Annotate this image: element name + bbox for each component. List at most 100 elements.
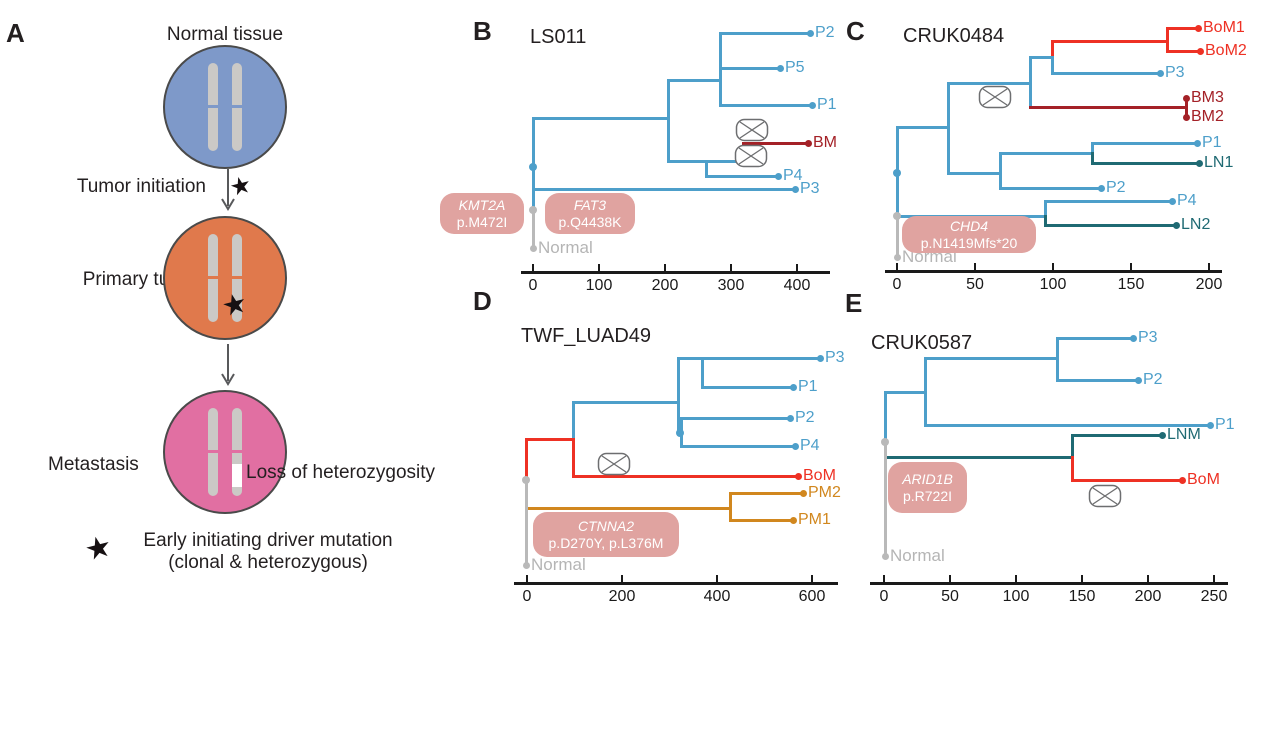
tree-tip-dot [529,244,537,252]
tree-tip-dot [1178,476,1186,484]
x-axis-tick [883,575,885,582]
tree-tip-dot [1194,24,1202,32]
x-axis-tick-label: 0 [892,276,902,293]
tree-tip-label: P2 [1143,371,1163,388]
tree-branch [946,81,950,175]
star-note-text: Early initiating driver mutation (clonal… [118,530,418,574]
x-axis-tick [1130,263,1132,270]
x-axis-tick [974,263,976,270]
tree-branch [923,423,1212,427]
tree-branch [923,356,927,427]
tree-tip-label: Normal [531,555,586,574]
tree-branch [1070,455,1074,482]
x-axis-tick [949,575,951,582]
tree-tip-label: P2 [795,409,815,426]
panel-a-schematic: A Normal tissue Tumor initiation ★ Prima… [0,0,440,600]
tree-branch [1055,378,1140,382]
tree-branch [571,400,680,404]
tree-tip-label: P3 [800,180,820,197]
tree-branch [728,491,805,495]
normal-tissue-circle [163,45,287,169]
driver-gene-name: FAT3 [573,196,607,213]
tree-branch [1028,105,1188,109]
tree-branch [728,518,795,522]
panel-e-letter: E [845,288,863,318]
driver-mutation-badge: CTNNA2 p.D270Y, p.L376M [533,512,679,557]
tree-tip-label: BoM [1187,471,1220,488]
x-axis-tick [1147,575,1149,582]
tree-tip-label: P5 [785,59,805,76]
tree-tip-label: BM [813,134,837,151]
tree-tip-label: BoM1 [1203,19,1245,36]
tree-tip-dot [1195,159,1203,167]
tree-tip-dot [1168,197,1176,205]
x-axis-tick [716,575,718,582]
tree-tip-dot [1156,69,1164,77]
tree-branch [718,66,782,70]
tree-branch [883,390,887,444]
panel-title: CRUK0587 [871,332,973,354]
tree-tip-label: BoM [803,467,836,484]
tree-tip-label: P1 [1202,134,1222,151]
tree-branch [1028,55,1054,59]
tree-tip-label: BM3 [1191,89,1224,106]
tree-branch [1043,214,1047,227]
tree-branch [1028,55,1032,109]
x-axis-tick-label: 200 [608,588,636,605]
down-arrow-icon [221,169,235,211]
tree-node-dot [893,212,901,220]
tumor-initiation-label: Tumor initiation [76,176,206,197]
tree-tip-label: LNM [1167,426,1201,443]
tree-node-dot [893,169,901,177]
tree-branch [1055,336,1135,340]
tree-tip-dot [816,354,824,362]
x-axis-tick [621,575,623,582]
tree-branch [1043,199,1047,218]
tree-tip-dot [1129,334,1137,342]
tree-branch [531,187,797,191]
tree-tip-label: BM2 [1191,108,1224,125]
tree-tip-label: P3 [1138,329,1158,346]
tree-tip-dot [776,64,784,72]
tree-tip-label: P3 [825,349,845,366]
driver-gene-name: KMT2A [458,196,506,213]
tree-branch [1165,26,1200,30]
tree-tip-dot [789,516,797,524]
x-axis-tick [811,575,813,582]
loh-white-band [232,464,242,487]
tree-tip-label: Normal [890,546,945,565]
tree-branch [700,385,795,389]
driver-gene-name: CTNNA2 [577,517,634,534]
tree-branch [679,444,797,448]
star-note-line2: (clonal & heterozygous) [168,552,368,573]
driver-mutation-badge: FAT3 p.Q4438K [545,193,635,234]
x-axis-tick-label: 150 [1068,588,1096,605]
tree-branch [1070,478,1184,482]
tree-branch [571,474,800,478]
tree-tip-label: LN2 [1181,216,1211,233]
panel-title: CRUK0484 [903,25,1005,47]
loh-cross-icon [597,452,631,476]
x-axis-tick-label: 100 [1002,588,1030,605]
tree-tip-label: P4 [800,437,820,454]
tree-tip-dot [786,414,794,422]
tree-branch [718,103,814,107]
tree-node-dot [676,429,684,437]
tree-branch [998,151,1094,155]
tree-tip-dot [789,383,797,391]
x-axis-tick [532,264,534,271]
driver-mutation-badge: ARID1B p.R722I [888,462,967,513]
x-axis-line [870,581,1228,585]
tree-node-dot [529,206,537,214]
tree-branch [1090,151,1094,165]
tree-tip-label: PM2 [808,484,841,501]
x-axis-line [514,581,838,585]
driver-mutation-change: p.M472I [456,213,508,230]
tree-branch [524,437,528,482]
tree-branch [704,174,780,178]
loh-cross-icon [735,118,769,142]
driver-mutation-change: p.N1419Mfs*20 [920,234,1018,251]
tree-branch [895,214,899,259]
x-axis-tick-label: 200 [651,277,679,294]
